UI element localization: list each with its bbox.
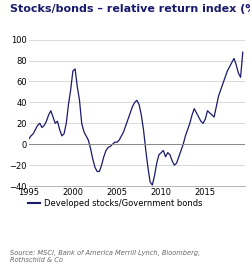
Legend: Developed stocks/Government bonds: Developed stocks/Government bonds xyxy=(24,196,206,211)
Text: Stocks/bonds – relative return index (%): Stocks/bonds – relative return index (%) xyxy=(10,4,250,14)
Text: Source: MSCI, Bank of America Merrill Lynch, Bloomberg,
Rothschild & Co: Source: MSCI, Bank of America Merrill Ly… xyxy=(10,250,200,263)
